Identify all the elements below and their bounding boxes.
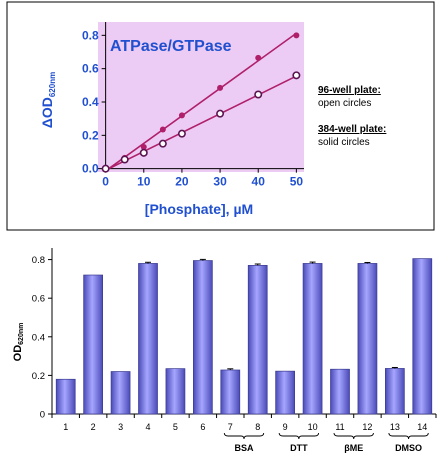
bottom-x-tick-label: 11 — [335, 422, 344, 432]
bottom-y-tick-label: 0 — [40, 410, 45, 421]
bottom-y-tick-label: 0.4 — [32, 332, 45, 343]
bottom-y-tick-label: 0.2 — [32, 371, 45, 382]
solid-series-fit-line — [105, 32, 297, 172]
top-x-axis-label: [Phosphate], µM — [145, 201, 253, 217]
open-circle-point — [216, 109, 225, 118]
top-y-tick-label: 0.4 — [82, 95, 99, 109]
bottom-x-tick-label: 1 — [63, 422, 68, 432]
top-y-axis-label-main: ΔOD — [39, 97, 55, 128]
top-x-tick-label: 20 — [175, 175, 189, 189]
bar — [55, 378, 76, 415]
top-x-tick-label: 40 — [252, 175, 266, 189]
top-x-tick-label: 10 — [137, 175, 151, 189]
top-y-axis-label-sub: 620nm — [48, 72, 57, 97]
bottom-x-tick-label: 10 — [308, 422, 318, 432]
bar — [83, 274, 103, 415]
open-circle-point — [254, 90, 263, 99]
group-bracket — [388, 432, 429, 440]
bottom-x-tick-label: 13 — [390, 422, 400, 432]
solid-circle-point — [178, 112, 185, 119]
bottom-x-tick-label: 2 — [91, 422, 96, 432]
legend-96-desc: open circles — [318, 98, 371, 109]
bottom-x-tick-label: 12 — [362, 422, 372, 432]
top-y-axis-label: ΔOD620nm — [39, 72, 57, 128]
bottom-x-tick-label: 14 — [417, 422, 427, 432]
bottom-y-tick-label: 0.6 — [32, 294, 45, 305]
legend-384-desc: solid circles — [318, 137, 370, 148]
top-x-tick-label: 0 — [102, 175, 109, 189]
bar — [193, 260, 213, 415]
group-bracket — [278, 432, 320, 440]
open-series-fit-line — [105, 75, 297, 171]
bar — [412, 258, 433, 415]
top-y-tick-label: 0.6 — [82, 62, 99, 76]
legend-384-title: 384-well plate: — [318, 124, 386, 135]
bottom-y-axis-label-main: OD — [12, 345, 24, 362]
top-x-tick-label: 50 — [290, 175, 304, 189]
bottom-x-tick-label: 3 — [118, 422, 123, 432]
bottom-x-tick-label: 5 — [173, 422, 178, 432]
bottom-chart: OD620nm 00.20.40.60.81 2 3 4 5 6 7 8 9 10 11 12 13 14… — [12, 248, 437, 453]
bottom-x-tick-label: 8 — [255, 422, 260, 432]
top-y-tick-label: 0.0 — [82, 162, 99, 176]
open-circle-point — [139, 148, 148, 157]
open-circle-point — [177, 129, 186, 138]
bar — [247, 265, 268, 415]
open-circle-point — [101, 164, 110, 173]
bar — [275, 370, 295, 415]
top-x-tick-label: 30 — [213, 175, 227, 189]
top-chart-title: ATPase/GTPase — [110, 38, 232, 55]
top-chart: 0 10 20 30 40 50 0.0 0.2 0.4 0.6 0.8 ATPase/GTPase… — [6, 1, 435, 231]
solid-circle-point — [255, 54, 262, 61]
group-label: βME — [344, 443, 363, 453]
bottom-x-tick-label: 7 — [228, 422, 233, 432]
group-label: DTT — [290, 443, 308, 453]
solid-circle-point — [159, 126, 166, 133]
bar — [302, 263, 323, 415]
bottom-x-tick-label: 6 — [200, 422, 205, 432]
bottom-x-tick-label: 4 — [145, 422, 150, 432]
legend-96-title: 96-well plate: — [318, 85, 381, 96]
bar — [165, 368, 186, 415]
top-legend: 96-well plate: open circles 384-well pla… — [318, 85, 386, 148]
group-label: DMSO — [395, 443, 422, 453]
bar — [138, 263, 158, 415]
bar — [385, 368, 405, 415]
open-circle-point — [158, 139, 167, 148]
top-y-tick-label: 0.8 — [82, 28, 99, 42]
bottom-x-tick-label: 9 — [283, 422, 288, 432]
bottom-y-tick-label: 0.8 — [32, 255, 45, 266]
bar — [110, 371, 131, 415]
open-circle-point — [292, 71, 301, 80]
group-label: BSA — [234, 443, 254, 453]
bar — [357, 263, 378, 415]
bar — [220, 369, 241, 415]
group-bracket — [223, 432, 265, 440]
top-plot-area — [98, 22, 304, 172]
bar — [330, 368, 350, 415]
solid-circle-point — [217, 84, 224, 91]
top-y-tick-label: 0.2 — [82, 128, 99, 142]
open-circle-point — [120, 155, 129, 164]
bottom-y-axis-label-sub: 620nm — [18, 323, 25, 345]
solid-circle-point — [293, 32, 300, 39]
bottom-y-axis-label: OD620nm — [12, 323, 25, 362]
solid-circle-point — [140, 144, 147, 150]
group-bracket — [333, 432, 374, 440]
